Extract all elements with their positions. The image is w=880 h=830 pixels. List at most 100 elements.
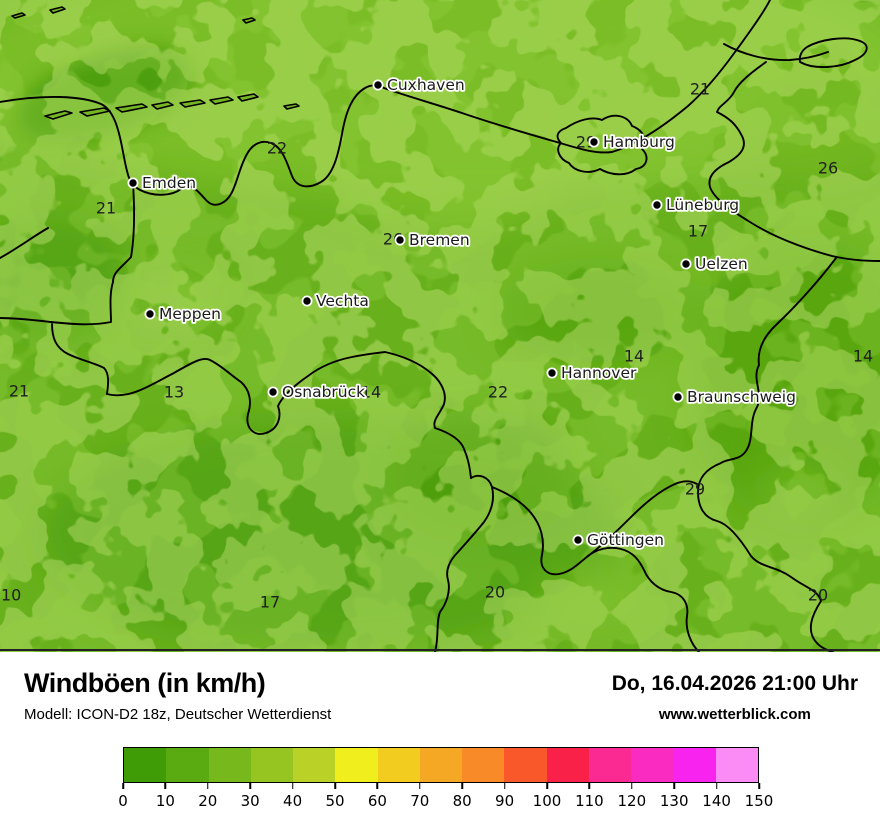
map-footer: Windböen (in km/h) Modell: ICON-D2 18z, … xyxy=(0,652,880,812)
legend-tick-label: 130 xyxy=(659,792,689,810)
legend-cell xyxy=(419,748,463,782)
wind-value: 10 xyxy=(1,586,21,605)
map-city: Braunschweig xyxy=(672,386,798,408)
city-dot xyxy=(301,295,313,307)
legend-tick-label: 10 xyxy=(155,792,175,810)
wind-value: 21 xyxy=(690,80,710,99)
city-label: Braunschweig xyxy=(687,388,796,406)
legend-tick-label: 110 xyxy=(575,792,604,810)
city-label: Bremen xyxy=(409,231,470,249)
city-label: Lüneburg xyxy=(666,196,739,214)
legend-cell xyxy=(293,748,336,782)
city-dot xyxy=(572,534,584,546)
map-texture-dark xyxy=(0,0,880,652)
legend-tick xyxy=(207,783,209,789)
legend-cell xyxy=(208,748,251,782)
color-scale-ticks xyxy=(122,783,760,790)
wind-value: 20 xyxy=(485,583,505,602)
forecast-datetime: Do, 16.04.2026 21:00 Uhr xyxy=(611,672,858,695)
legend-tick-label: 90 xyxy=(495,792,515,810)
legend-tick xyxy=(546,783,548,789)
city-label: Göttingen xyxy=(587,531,664,549)
legend-tick-label: 40 xyxy=(283,792,303,810)
wind-value: 13 xyxy=(164,383,184,402)
wind-value: 17 xyxy=(688,222,708,241)
legend-tick xyxy=(588,783,591,789)
border-hamburg-loop xyxy=(556,114,648,176)
legend-cell xyxy=(715,748,758,782)
wind-value: 14 xyxy=(361,383,381,402)
legend-tick-label: 150 xyxy=(744,792,774,810)
legend-tick xyxy=(461,783,463,789)
city-dot xyxy=(127,177,139,189)
page-title: Windböen (in km/h) xyxy=(24,668,266,698)
legend-cell xyxy=(631,748,674,782)
legend-cell xyxy=(462,748,505,782)
map-city: Lüneburg xyxy=(651,194,741,216)
map-city: Meppen xyxy=(144,303,223,325)
map-city: Cuxhaven xyxy=(372,74,466,96)
wind-value: 21 xyxy=(9,382,29,401)
city-dot xyxy=(546,367,558,379)
wind-value: 22 xyxy=(267,139,287,158)
legend-tick-label: 30 xyxy=(240,792,260,810)
legend-cell xyxy=(166,748,209,782)
legend-cell xyxy=(546,748,589,782)
city-label: Hannover xyxy=(561,364,637,382)
legend-tick xyxy=(122,783,124,789)
legend-tick xyxy=(376,783,379,789)
legend-cell xyxy=(250,748,294,782)
map-islands xyxy=(11,6,300,120)
wind-value: 20 xyxy=(808,586,828,605)
legend-tick-label: 60 xyxy=(367,792,387,810)
wind-value: 21 xyxy=(96,199,116,218)
border-sh-east xyxy=(723,43,829,61)
legend-tick xyxy=(334,783,336,789)
legend-cell xyxy=(588,748,632,782)
city-labels-layer: Cuxhaven Emden Hamburg Lüneburg Bremen Uelzen… xyxy=(127,74,798,551)
color-scale-labels: 0 10 20 30 40 50 60 70 80 90 100 110 120 130 140 150 xyxy=(118,792,773,812)
legend-tick xyxy=(164,783,167,789)
city-dot xyxy=(372,79,384,91)
map-borders xyxy=(0,0,880,652)
legend-tick xyxy=(249,783,251,789)
coastline-elbe xyxy=(0,84,613,206)
border-east xyxy=(697,257,837,652)
legend-tick xyxy=(673,783,675,789)
legend-cell xyxy=(377,748,420,782)
wind-value: 29 xyxy=(685,480,705,499)
map-city: Vechta xyxy=(301,290,371,312)
wind-value: 14 xyxy=(624,347,644,366)
city-dot xyxy=(651,199,663,211)
city-label: Vechta xyxy=(316,292,369,310)
city-label: Hamburg xyxy=(603,133,675,151)
legend-tick-label: 20 xyxy=(198,792,218,810)
map-city: Hannover xyxy=(546,362,639,384)
map-city: Emden xyxy=(127,172,198,194)
legend-tick xyxy=(715,783,718,789)
map-city: Uelzen xyxy=(680,253,749,275)
border-nl-coast xyxy=(0,227,49,259)
legend-cell xyxy=(673,748,716,782)
legend-tick-label: 50 xyxy=(325,792,345,810)
border-mecklenburg xyxy=(708,61,880,262)
legend-tick-label: 0 xyxy=(118,792,128,810)
legend-tick-label: 100 xyxy=(532,792,562,810)
legend-cell xyxy=(335,748,378,782)
map-city: Göttingen xyxy=(572,529,666,551)
color-scale-legend: 0 10 20 30 40 50 60 70 80 90 100 110 120 130 140 150 xyxy=(118,747,773,812)
wind-value: 22 xyxy=(488,383,508,402)
border-goettingen-south xyxy=(491,486,700,652)
legend-tick-label: 140 xyxy=(702,792,731,810)
city-label: Cuxhaven xyxy=(387,76,465,94)
legend-tick xyxy=(503,783,506,789)
color-scale-bar xyxy=(123,747,759,783)
legend-tick xyxy=(419,783,421,789)
legend-tick-label: 120 xyxy=(617,792,647,810)
city-dot xyxy=(672,391,684,403)
city-dot xyxy=(144,308,156,320)
wind-value: 29 xyxy=(576,133,596,152)
map-city: Hamburg xyxy=(588,131,677,153)
